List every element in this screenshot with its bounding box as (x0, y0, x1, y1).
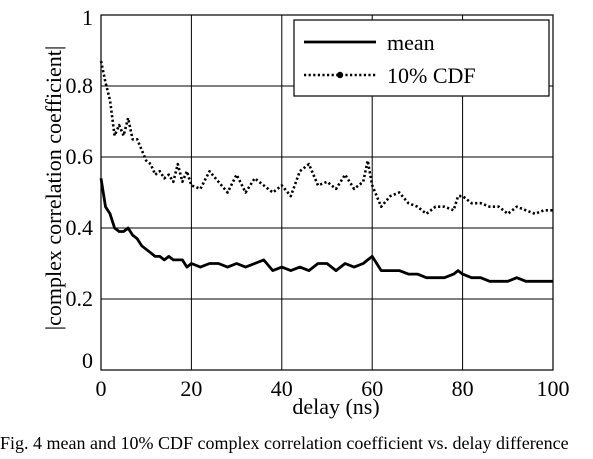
x-tick-label: 20 (180, 376, 202, 401)
legend-marker-1 (336, 71, 344, 79)
chart-legend: mean 10% CDF (293, 19, 550, 97)
x-tick-label: 80 (452, 376, 474, 401)
series-line-1 (99, 60, 553, 216)
figure-caption: Fig. 4 mean and 10% CDF complex correlat… (0, 433, 569, 453)
series-line-0 (99, 178, 553, 283)
x-tick-label: 40 (271, 376, 293, 401)
legend-label-1: 10% CDF (387, 63, 476, 88)
y-tick-label: 1 (82, 5, 93, 30)
y-tick-label: 0.6 (66, 144, 94, 169)
y-axis-label: |complex correlation coefficient| (41, 46, 66, 331)
tick-labels: 0 20 40 60 80 100 0 0.2 0.4 0.6 0.8 1 (66, 5, 570, 401)
x-tick-label: 100 (537, 376, 570, 401)
x-axis-label: delay (ns) (292, 394, 379, 419)
legend-label-0: mean (387, 30, 435, 55)
series-layer (99, 60, 553, 283)
y-tick-label: 0 (82, 348, 93, 373)
x-tick-label: 60 (361, 376, 383, 401)
x-tick-label: 0 (96, 376, 107, 401)
plot-frame (100, 14, 554, 371)
y-tick-label: 0.4 (66, 215, 94, 240)
plot-border (100, 14, 554, 371)
y-tick-label: 0.2 (66, 286, 94, 311)
legend-box (293, 19, 550, 97)
y-tick-label: 0.8 (66, 73, 94, 98)
